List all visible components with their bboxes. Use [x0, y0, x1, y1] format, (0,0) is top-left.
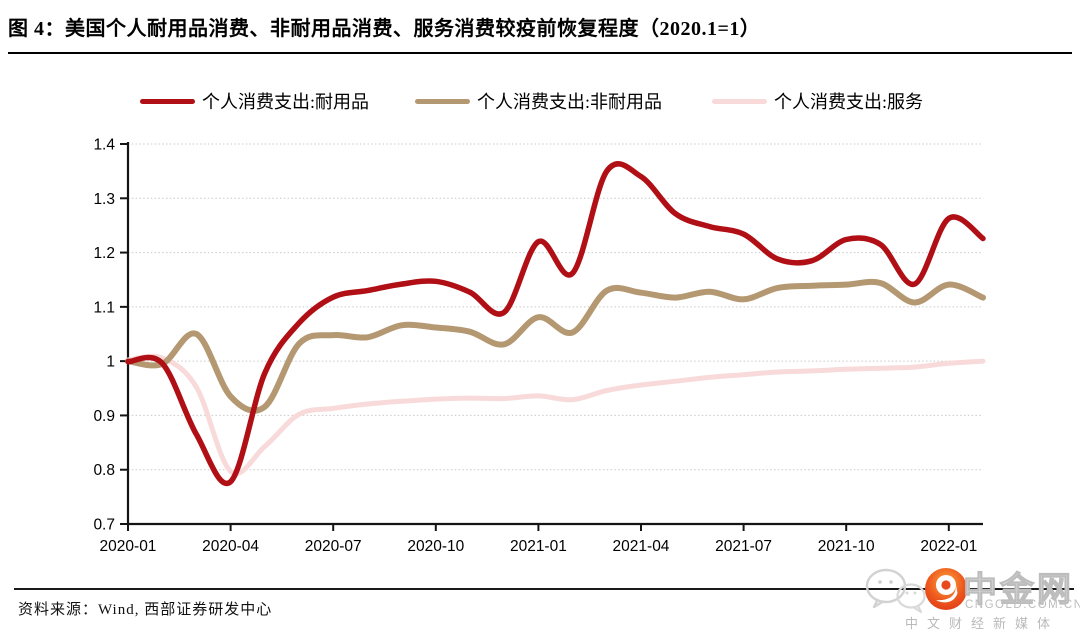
series-nondurable [125, 278, 986, 414]
legend-item-nondurable: 个人消费支出:非耐用品 [415, 88, 662, 114]
legend-label-services: 个人消费支出:服务 [774, 92, 924, 112]
y-tick-label: 1.3 [93, 191, 115, 208]
line-chart: 1.4 1.3 1.2 1.1 1 0.9 0.8 0.7 2020-01 2020-04 2020… [93, 137, 986, 555]
y-tick-label: 0.9 [93, 408, 115, 425]
source-note: 资料来源：Wind, 西部证券研发中心 [18, 602, 273, 618]
series-durable [125, 161, 986, 487]
cngold-logo-icon [925, 568, 967, 610]
y-tick-label: 1.4 [93, 137, 115, 154]
wechat-icon [865, 568, 926, 613]
series-services [125, 353, 986, 476]
legend-swatch-services [712, 98, 767, 104]
legend-item-services: 个人消费支出:服务 [712, 88, 923, 114]
legend-item-durable: 个人消费支出:耐用品 [140, 88, 369, 114]
watermark-subtitle: 中文财经新媒体 [905, 616, 1060, 631]
x-tick-label: 2021-01 [510, 538, 567, 555]
x-tick-label: 2020-07 [305, 538, 362, 555]
y-tick-label: 1.2 [93, 245, 115, 262]
figure-title: 图 4：美国个人耐用品消费、非耐用品消费、服务消费较疫前恢复程度（2020.1=… [8, 18, 761, 40]
y-tick-label: 1 [106, 354, 115, 371]
x-tick-label: 2020-04 [202, 538, 259, 555]
footer-divider [14, 588, 1074, 590]
x-tick-label: 2021-07 [715, 538, 772, 555]
y-tick-label: 0.8 [93, 462, 115, 479]
legend-swatch-durable [140, 98, 195, 104]
y-tick-label: 1.1 [93, 299, 115, 316]
chart-legend: 个人消费支出:耐用品 个人消费支出:非耐用品 个人消费支出:服务 [0, 88, 1080, 114]
x-tick-label: 2022-01 [920, 538, 977, 555]
legend-swatch-nondurable [415, 98, 470, 104]
title-divider [8, 52, 1072, 54]
y-tick-label: 0.7 [93, 517, 115, 534]
legend-label-nondurable: 个人消费支出:非耐用品 [477, 92, 662, 112]
x-tick-label: 2020-10 [407, 538, 464, 555]
watermark-url: CNGOLD.COM.CN [965, 599, 1080, 611]
x-tick-label: 2021-04 [613, 538, 670, 555]
legend-label-durable: 个人消费支出:耐用品 [202, 92, 370, 112]
watermark-name: 中金网 [962, 571, 1074, 609]
watermark: 中金网 CNGOLD.COM.CN 中文财经新媒体 [855, 555, 1080, 635]
x-tick-label: 2021-10 [818, 538, 875, 555]
x-tick-label: 2020-01 [100, 538, 157, 555]
